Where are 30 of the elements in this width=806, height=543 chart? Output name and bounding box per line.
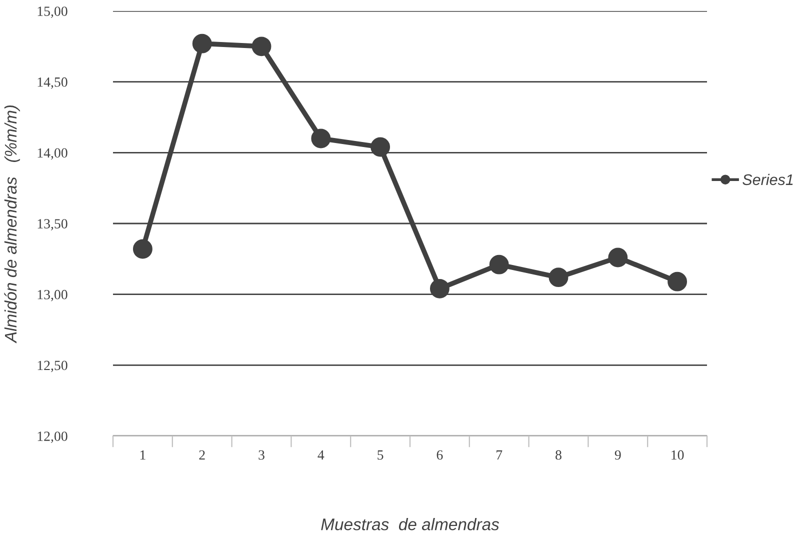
x-tick-label: 8 <box>556 450 562 460</box>
x-axis-title: Muestras de almendras <box>321 518 500 530</box>
point <box>370 137 390 157</box>
point <box>192 34 212 54</box>
y-tick-label: 13,00 <box>38 290 68 302</box>
point <box>252 36 272 56</box>
point <box>608 248 628 268</box>
point <box>132 239 152 259</box>
x-tick-label: 4 <box>318 450 324 460</box>
x-tick-label: 2 <box>199 450 205 460</box>
x-tick-label: 1 <box>140 450 146 460</box>
x-tick-label: 5 <box>378 450 384 460</box>
legend-label: Series1 <box>742 174 793 186</box>
y-tick-label: 15,00 <box>38 6 68 18</box>
point <box>489 254 509 274</box>
x-tick-label: 6 <box>436 450 443 460</box>
y-tick-label: 14,00 <box>38 148 68 160</box>
y-tick-label: 14,50 <box>38 77 68 89</box>
point <box>311 128 331 148</box>
x-tick-label: 10 <box>672 450 684 460</box>
x-tick-label: 3 <box>258 450 264 460</box>
y-axis-title: Almidón de almendras (%m/m) <box>4 105 20 344</box>
x-tick-label: 7 <box>496 450 502 460</box>
x-tick-label: 9 <box>614 450 621 460</box>
point <box>548 268 568 288</box>
y-tick-label: 12,00 <box>38 432 68 443</box>
y-tick-label: 13,50 <box>38 219 68 230</box>
point <box>668 272 688 292</box>
y-tick-label: 12,50 <box>38 360 68 372</box>
point <box>430 278 450 298</box>
